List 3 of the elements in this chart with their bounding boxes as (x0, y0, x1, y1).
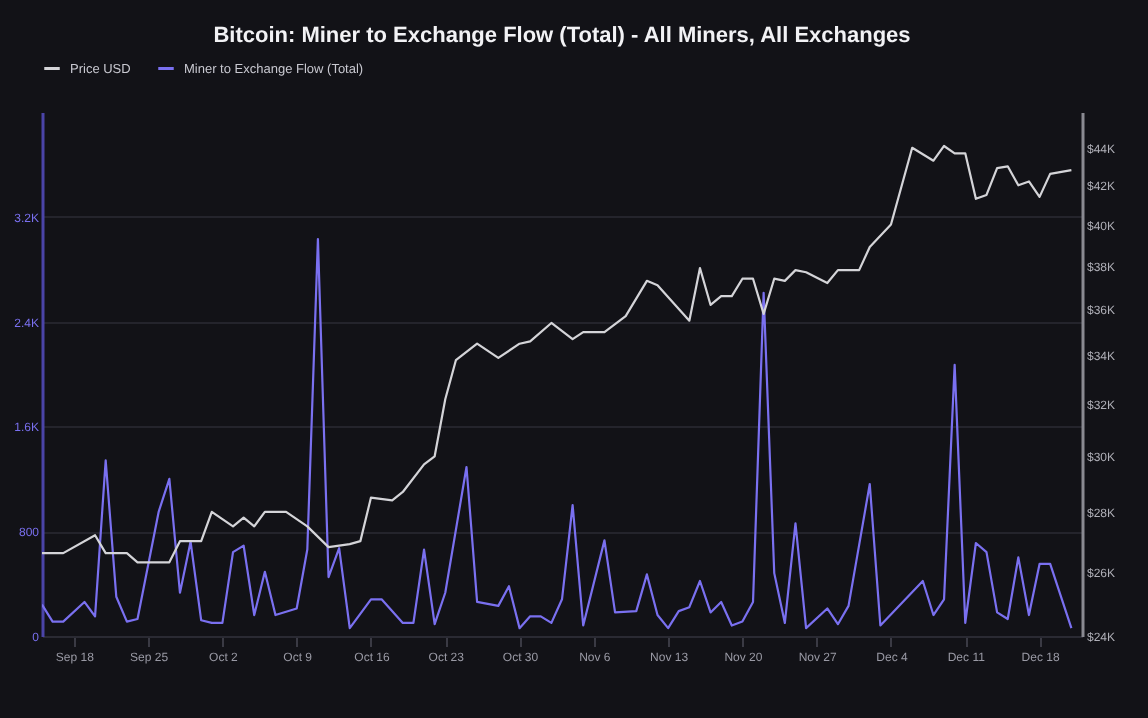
chart-title: Bitcoin: Miner to Exchange Flow (Total) - All Miners, All Exchanges (213, 24, 911, 48)
line-series (42, 144, 1073, 564)
line-series (42, 237, 1073, 630)
